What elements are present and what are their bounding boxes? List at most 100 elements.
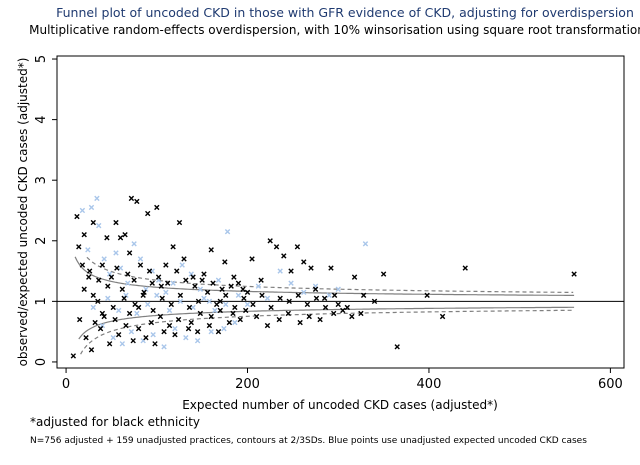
adjusted-point [231,274,237,280]
adjusted-point [137,262,144,268]
adjusted-point [174,268,180,274]
adjusted-point [74,213,80,220]
adjusted-point [132,301,138,308]
adjusted-point [226,319,233,326]
adjusted-point [125,271,131,277]
adjusted-point [222,259,228,265]
adjusted-point [301,259,307,265]
adjusted-point [194,328,201,335]
adjusted-point [213,301,220,308]
unadjusted-point [235,292,242,298]
adjusted-point [208,247,214,253]
adjusted-point [264,322,271,329]
adjusted-point [281,253,287,259]
adjusted-point [351,274,358,280]
adjusted-point [313,295,320,302]
adjusted-point [70,353,77,359]
adjusted-point [161,328,167,335]
adjusted-point [312,286,319,292]
adjusted-point [92,319,98,326]
adjusted-point [237,316,243,323]
adjusted-point [322,304,329,311]
adjusted-point [394,344,400,350]
adjusted-point [201,271,207,277]
unadjusted-point [166,307,173,314]
adjusted-point [96,277,102,283]
x-tick-label: 600 [598,377,623,392]
x-axis-label: Expected number of uncoded CKD cases (ad… [182,398,498,412]
unadjusted-point [362,241,369,247]
unadjusted-point [208,328,214,335]
adjusted-point [380,271,387,277]
y-axis: 0 1 2 3 4 5 [34,55,57,366]
adjusted-point [188,319,194,326]
adjusted-point [164,280,171,286]
adjusted-point [119,286,126,292]
adjusted-point [99,310,106,317]
unadjusted-points [79,195,369,350]
unadjusted-point [123,292,129,298]
adjusted-point [197,310,204,317]
adjusted-point [117,235,124,241]
adjusted-point [335,301,341,308]
unadjusted-point [179,262,185,268]
adjusted-point [321,295,328,302]
unadjusted-point [172,325,178,332]
adjusted-point [110,304,116,311]
adjusted-point [181,256,187,262]
unadjusted-point [170,280,176,286]
adjusted-point [223,292,229,298]
adjusted-point [349,313,355,320]
adjustment-note: *adjusted for black ethnicity [30,415,200,429]
adjusted-point [152,341,158,347]
unadjusted-point [125,280,131,286]
adjusted-point [285,310,292,317]
adjusted-point [288,268,294,274]
adjusted-point [101,313,107,320]
upper-3sd-contour [86,256,574,293]
adjusted-point [114,265,120,271]
unadjusted-point [163,289,169,295]
adjusted-point [273,244,280,250]
adjusted-point [228,283,234,289]
unadjusted-point [201,295,207,302]
adjusted-point [268,304,274,311]
adjusted-point [297,319,303,326]
unadjusted-point [99,322,106,329]
lower-3sd-contour [80,309,575,355]
adjusted-point [249,256,255,262]
adjusted-point [259,292,265,298]
y-axis-label: observed/expected uncoded CKD cases (adj… [16,58,30,367]
adjusted-point [123,322,129,329]
adjusted-point [185,325,192,332]
adjusted-point [183,277,189,283]
unadjusted-point [224,228,231,235]
adjusted-point [95,298,101,305]
adjusted-point [112,316,118,323]
adjusted-point [230,310,236,317]
adjusted-point [232,304,238,311]
unadjusted-point [128,328,135,335]
adjusted-point [424,292,430,298]
adjusted-point [81,232,87,238]
y-tick-label: 0 [34,358,49,366]
adjusted-point [277,295,283,302]
x-tick-label: 0 [62,377,70,392]
unadjusted-point [137,256,144,262]
adjusted-point [115,331,122,338]
adjusted-point [163,262,169,268]
adjusted-point [90,292,96,298]
adjusted-point [86,274,92,280]
adjusted-point [210,280,216,286]
adjusted-point [145,210,151,217]
adjusted-point [276,316,282,323]
unadjusted-point [131,241,137,247]
adjusted-point [208,313,214,320]
adjusted-point [76,316,83,323]
unadjusted-point [115,307,122,314]
adjusted-point [295,292,302,298]
adjusted-point [172,331,178,338]
adjusted-point [244,289,251,295]
adjusted-point [146,268,153,274]
unadjusted-point [277,268,283,274]
